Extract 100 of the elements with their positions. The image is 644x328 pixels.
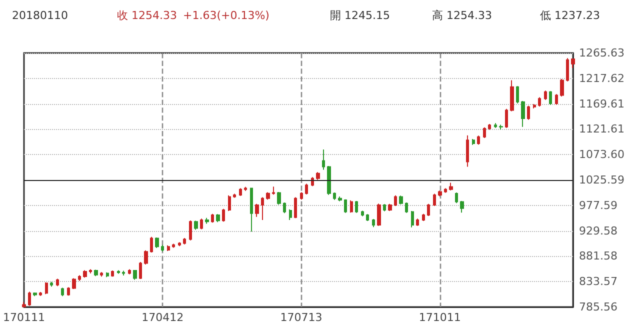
candlestick [272, 186, 275, 196]
candlestick [466, 134, 469, 168]
candlestick [527, 105, 530, 120]
candlestick [411, 210, 414, 228]
candlestick [28, 291, 31, 306]
candlestick [250, 187, 253, 232]
y-tick-label: 833.57 [579, 275, 618, 288]
candlestick [355, 200, 358, 214]
candlestick [416, 218, 419, 226]
candlestick [233, 193, 236, 198]
candlestick [56, 278, 59, 287]
x-tick-label: 171011 [418, 311, 461, 324]
candlestick [45, 282, 48, 295]
text: 開 1245.15 [330, 9, 390, 22]
candlestick [505, 108, 508, 128]
candlestick [94, 269, 98, 277]
candlestick [61, 287, 64, 297]
candlestick [333, 192, 336, 200]
x-tick-label: 170713 [280, 311, 322, 324]
candlestick [571, 58, 575, 69]
candlestick [449, 182, 453, 191]
candlestick [144, 250, 148, 265]
candlestick [361, 210, 364, 217]
candlestick [178, 242, 181, 247]
y-tick-label: 1169.61 [579, 97, 624, 110]
candlestick [106, 272, 109, 278]
candlestick [327, 166, 331, 196]
y-tick-label: 1121.61 [579, 122, 624, 136]
candlestick [544, 90, 547, 100]
candlestick [78, 274, 81, 282]
candlestick [289, 208, 292, 220]
candlestick [111, 270, 114, 278]
candlestick [366, 214, 369, 222]
candlestick [350, 200, 353, 214]
candlestick [422, 213, 425, 222]
candlestick [266, 192, 270, 200]
candlestick [228, 194, 231, 212]
candlestick [205, 217, 209, 224]
candlestick [194, 220, 198, 230]
candlestick [438, 190, 442, 197]
candlestick [399, 195, 403, 205]
candlestick [277, 191, 281, 206]
candlestick [388, 203, 392, 212]
y-tick-label: 1265.63 [579, 46, 624, 60]
candlestick [444, 188, 447, 194]
x-tick-label: 170412 [142, 311, 184, 324]
candlestick [427, 203, 430, 217]
chart-title: 20180110 [12, 9, 68, 22]
candlestick [139, 262, 142, 280]
candlestick [455, 192, 458, 204]
candlestick [433, 193, 436, 206]
candlestick [222, 208, 225, 222]
candlestick [494, 122, 497, 128]
candlestick [405, 202, 408, 214]
candlestick [300, 192, 303, 200]
candlestick [372, 218, 375, 228]
candlestick [316, 172, 320, 180]
candlestick [239, 188, 242, 196]
y-tick-label: 1073.60 [579, 148, 624, 162]
candlestick [566, 58, 569, 82]
candlestick [472, 138, 475, 146]
candlestick [538, 96, 541, 108]
candlestick [244, 186, 247, 192]
x-tick-label: 170111 [2, 311, 45, 324]
candlestick [283, 202, 286, 214]
candlestick [150, 236, 153, 254]
candlestick [483, 126, 486, 138]
text: 高 1254.33 [432, 9, 492, 22]
candlestick [377, 203, 381, 226]
candlestick [460, 200, 464, 214]
candlestick [50, 281, 53, 288]
candlestick [183, 237, 186, 245]
candlestick [22, 302, 26, 308]
candlestick [383, 204, 386, 212]
candlestick [133, 269, 137, 280]
candlestick [477, 135, 480, 146]
candlestick [261, 196, 264, 220]
y-tick-label: 977.59 [579, 198, 618, 212]
candlestick [560, 78, 564, 97]
candlestick [322, 148, 325, 170]
candlestick [216, 214, 220, 223]
candlestick [394, 194, 397, 206]
candlestick [521, 100, 525, 128]
y-tick-label: 929.58 [579, 224, 618, 238]
text: +1.63(+0.13%) [183, 9, 270, 22]
candlestick [189, 220, 192, 241]
candlestick [555, 94, 558, 106]
candlestick [499, 124, 503, 130]
candlestick [72, 278, 76, 290]
candlestick [488, 123, 491, 130]
text: 低 1237.23 [540, 9, 600, 22]
candlestick [294, 196, 297, 219]
candlestick [172, 243, 175, 248]
y-tick-label: 1217.62 [579, 72, 624, 85]
y-tick-label: 785.56 [579, 300, 618, 314]
candlestick [549, 90, 552, 106]
candlestick [100, 272, 103, 278]
candlestick [533, 104, 536, 109]
candlestick [39, 291, 42, 296]
candlestick [155, 236, 159, 249]
